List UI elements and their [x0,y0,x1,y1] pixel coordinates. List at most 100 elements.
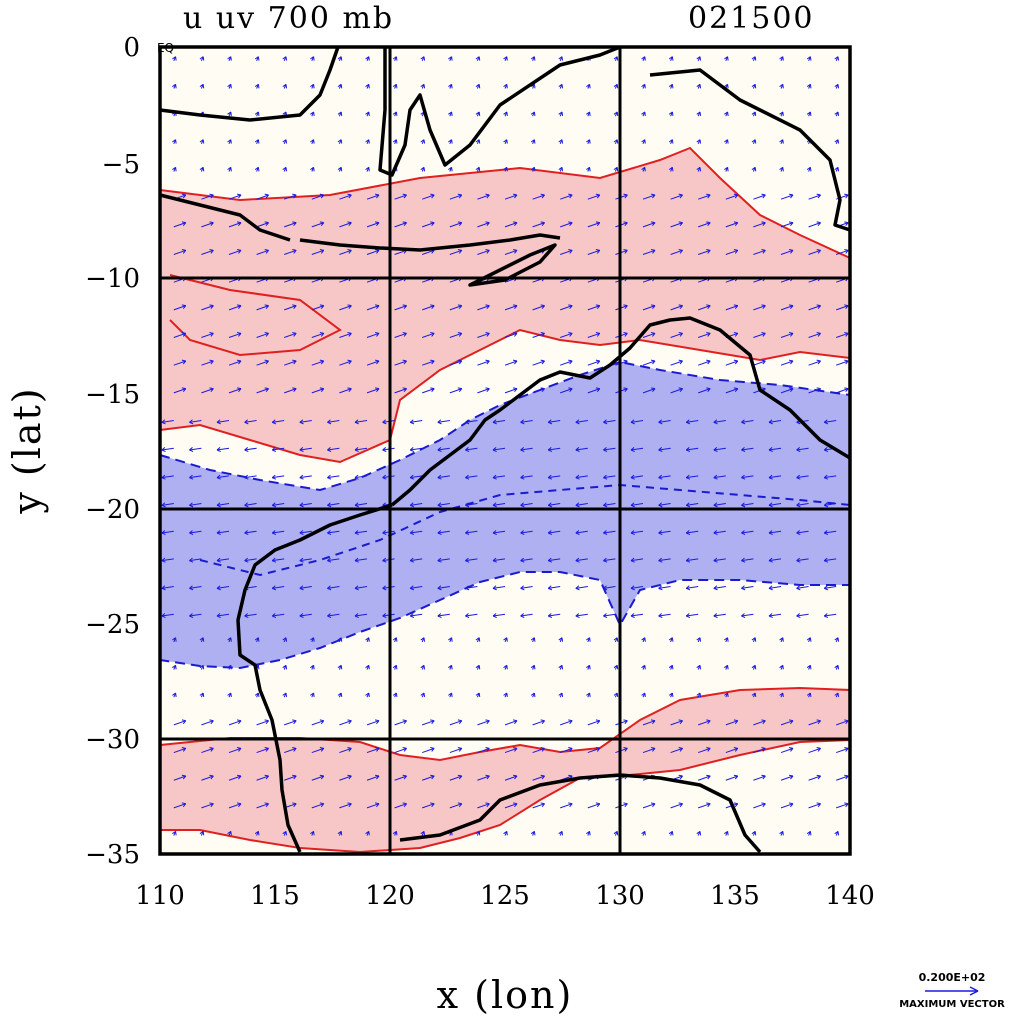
wind-vector-head [354,502,359,508]
wind-vector-head [402,304,407,310]
wind-vector [422,388,435,394]
wind-vector-head [319,359,325,365]
wind-vector [532,332,545,338]
wind-vector-head [530,664,536,670]
wind-vector [189,503,202,506]
wind-vector [311,305,324,311]
wind-vector-head [678,719,683,725]
coast-island-newguinea [649,68,851,232]
wind-vector-head [465,474,470,480]
wind-vector-head [678,332,683,337]
wind-vector [575,475,588,479]
wind-vector-head [271,502,277,508]
wind-vector-head [741,585,746,591]
wind-vector-head [503,830,508,836]
wind-vector-head [530,692,536,698]
wind-vector-head [503,692,508,698]
wind-vector [244,503,257,506]
wind-vector [658,503,671,506]
wind-vector [327,503,340,506]
wind-vector [256,775,269,781]
wind-vector [173,720,186,726]
wind-vector [492,586,506,589]
wind-vector-head [586,166,591,172]
wind-vector-head [641,692,646,698]
wind-vector-head [623,221,628,227]
wind-vector-head [779,664,784,670]
wind-vector-head [595,719,601,725]
wind-vector [548,613,561,617]
wind-vector-head [310,166,315,172]
wind-vector [836,747,849,754]
wind-vector-head [761,774,766,780]
wind-vector [228,360,242,366]
wind-vector-head [568,304,573,310]
wind-vector-head [354,613,359,618]
wind-vector [630,420,644,423]
wind-vector [394,775,407,781]
wind-vector [836,388,849,394]
coast-australia-south [399,773,762,854]
wind-vector [449,332,462,338]
wind-vector-head [402,221,407,227]
wind-vector-head [796,585,801,591]
wind-vector-head [437,474,442,480]
wind-vector-head [172,56,177,61]
wind-vector [173,305,186,311]
wind-vector [284,720,297,726]
wind-vector [299,475,312,479]
y-tick-label: −10 [85,264,140,294]
wind-vector-head [779,83,784,89]
wind-vector [327,530,340,534]
wind-vector [741,558,754,562]
wind-vector-head [706,387,711,393]
wind-vector-head [199,166,205,172]
wind-vector [161,558,174,562]
wind-vector [548,475,561,479]
wind-vector-head [475,166,481,172]
wind-vector-head [209,249,214,254]
wind-vector [836,249,849,255]
wind-vector-head [641,56,646,61]
wind-vector [560,249,573,255]
wind-vector-head [530,166,536,172]
wind-vector-head [650,747,656,752]
wind-vector [366,222,380,228]
wind-vector [284,194,297,200]
wind-vector-head [685,474,691,480]
wind-vector-head [392,664,398,670]
wind-vector-head [282,139,288,144]
wind-vector [394,747,407,754]
wind-vector [366,720,380,726]
wind-vector-head [264,387,269,393]
wind-vector [642,332,656,338]
wind-vector [244,613,257,617]
wind-vector-head [374,802,380,808]
wind-vector-head [327,557,332,563]
wind-vector-head [796,557,801,563]
wind-vector-head [678,221,683,227]
wind-vector-head [678,774,683,780]
wind-vector-head [292,193,297,199]
wind-vector-head [603,585,608,591]
wind-vector-head [299,447,304,452]
wind-vector [299,613,312,617]
wind-vector [284,222,297,228]
wind-vector [449,388,462,394]
wind-vector [670,332,683,338]
wind-vector [272,503,285,506]
wind-vector-head [641,830,646,836]
wind-vector-head [485,387,490,393]
wind-vector [753,249,766,255]
wind-vector-head [271,530,277,535]
wind-vector [808,194,821,200]
wind-vector [796,558,809,562]
wind-vector-head [613,139,619,144]
wind-vector-head [512,802,518,808]
wind-vector [422,194,435,200]
wind-vector-head [216,502,221,508]
wind-vector-head [485,774,490,780]
wind-vector-head [733,304,739,310]
wind-vector-head [713,613,718,618]
wind-vector [603,586,616,589]
